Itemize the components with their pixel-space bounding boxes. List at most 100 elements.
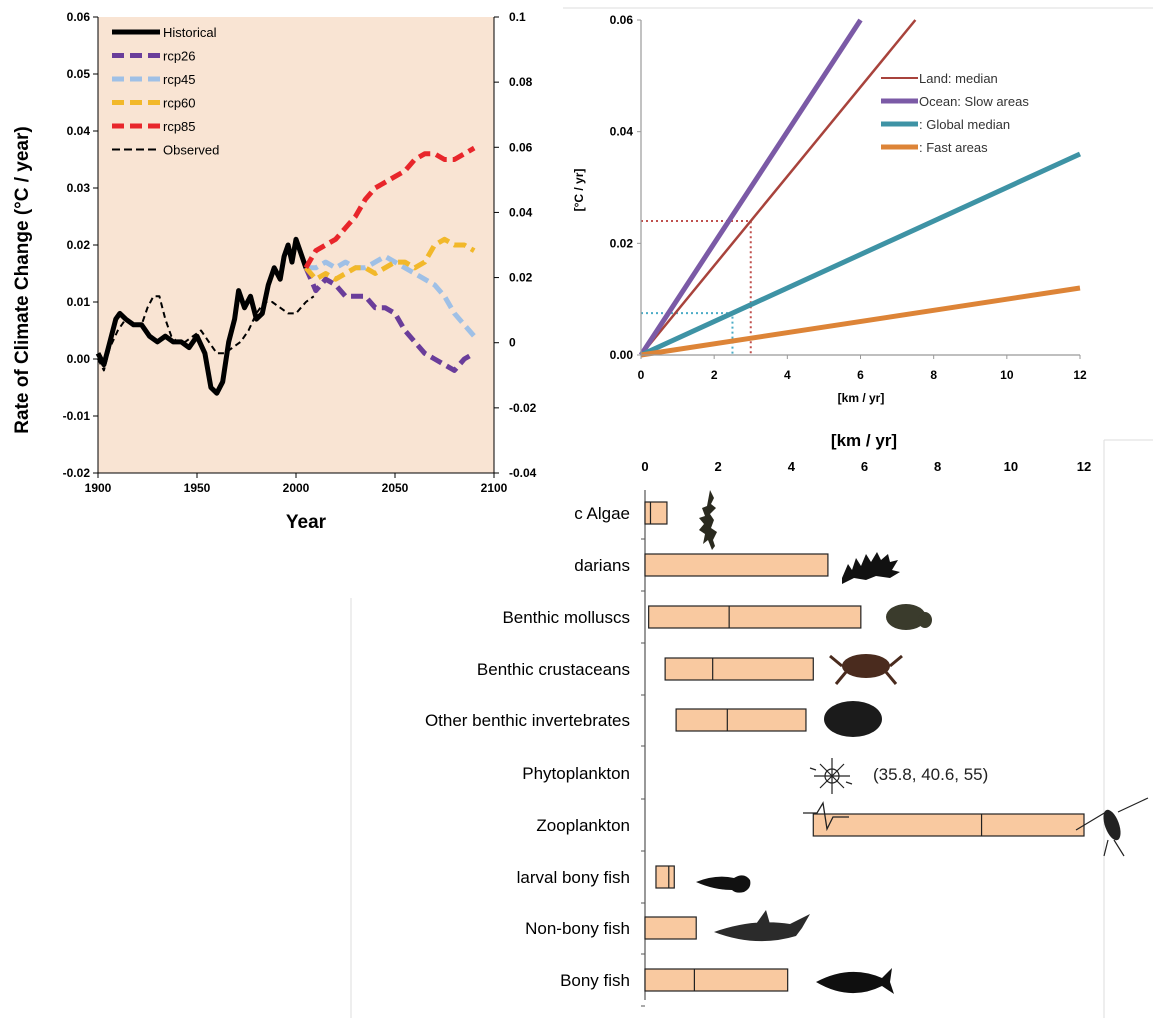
range-bar (644, 916, 697, 940)
category-label: c Algae (574, 504, 630, 523)
x-axis-label: [km / yr] (838, 391, 885, 405)
category-label: larval bony fish (517, 868, 630, 887)
range-bar (644, 553, 829, 577)
legend-label: : Global median (919, 117, 1010, 132)
y-axis-label: [°C / yr] (572, 169, 586, 212)
range-bar (644, 501, 668, 525)
copepod-icon (1075, 797, 1149, 857)
velocity-threshold-chart: 0.06 0.04 0.02 0.00 0 2 4 6 8 10 12 Land: median O… (563, 7, 1153, 405)
x-tick-label: 12 (1077, 459, 1091, 474)
category-label: Bony fish (560, 971, 630, 990)
taxa-range-chart: [km / yr] 0 2 4 6 8 10 12 c Algae darians Benthi… (350, 431, 1153, 1018)
x-tick-label: 2 (711, 368, 718, 382)
legend-label: rcp26 (163, 49, 196, 64)
y2-tick-label: 0.04 (509, 205, 533, 219)
y2-tick-label: 0.1 (509, 10, 526, 24)
series-line-rcp45 (305, 253, 477, 338)
category-label: Benthic crustaceans (477, 660, 630, 679)
tuna-icon (816, 968, 894, 994)
x-tick-label: 8 (930, 368, 937, 382)
series-line-rcp85 (303, 145, 476, 270)
y2-tick-label: 0 (509, 336, 516, 350)
x-tick-label: 2050 (382, 481, 409, 495)
range-bar (644, 968, 789, 992)
y-tick-label: -0.01 (63, 409, 91, 423)
x-axis-label: [km / yr] (831, 431, 897, 450)
y-tick-label: 0.04 (67, 124, 91, 138)
x-tick-label: 4 (788, 459, 796, 474)
legend-label: Land: median (919, 71, 998, 86)
y2-tick-label: 0.06 (509, 140, 533, 154)
category-label: Other benthic invertebrates (425, 711, 630, 730)
category-label: darians (574, 556, 630, 575)
y-tick-label: 0.00 (67, 352, 91, 366)
x-tick-label: 1950 (184, 481, 211, 495)
range-bar (812, 813, 1085, 837)
category-label: Non-bony fish (525, 919, 630, 938)
category-label: Zooplankton (536, 816, 630, 835)
x-tick-label: 8 (934, 459, 941, 474)
y-tick-label: 0.05 (67, 67, 91, 81)
legend-label: Observed (163, 143, 219, 158)
threshold-line (640, 19, 917, 356)
threshold-line (640, 285, 1081, 358)
x-axis-label: Year (286, 512, 327, 533)
legend-label: : Fast areas (919, 140, 988, 155)
x-tick-label: 12 (1073, 368, 1087, 382)
threshold-line (638, 18, 863, 357)
range-bar (675, 708, 807, 732)
x-tick-label: 0 (641, 459, 648, 474)
range-bar (655, 865, 675, 889)
x-tick-label: 10 (1000, 368, 1014, 382)
y2-tick-label: 0.08 (509, 75, 533, 89)
y-tick-label: -0.02 (63, 466, 91, 480)
series-line-rcp60 (304, 236, 476, 282)
x-tick-label: 1900 (85, 481, 112, 495)
category-label: Benthic molluscs (502, 608, 630, 627)
y-tick-label: 0.02 (610, 236, 634, 250)
y2-tick-label: -0.02 (509, 401, 537, 415)
phytoplankton-value-annotation: (35.8, 40.6, 55) (873, 765, 988, 784)
x-tick-label: 10 (1004, 459, 1018, 474)
x-tick-label: 6 (861, 459, 868, 474)
series-line-rcp26 (303, 266, 476, 373)
larval-fish-icon (696, 875, 751, 893)
y2-tick-label: 0.02 (509, 271, 533, 285)
y-axis-label: Rate of Climate Change (°C / year) (12, 126, 33, 433)
algae-icon (699, 490, 717, 550)
reference-dotted-line (641, 220, 752, 355)
x-tick-label: 2 (715, 459, 722, 474)
x-tick-label: 6 (857, 368, 864, 382)
y-tick-label: 0.06 (67, 10, 91, 24)
legend-label: rcp85 (163, 119, 196, 134)
shark-icon (714, 910, 810, 942)
sea-urchin-icon (824, 701, 882, 737)
range-bar (648, 605, 862, 629)
axis-break-icon (803, 801, 849, 832)
phytoplankton-icon (809, 758, 853, 794)
y-tick-label: 0.04 (610, 125, 634, 139)
rate-of-climate-change-chart: 0.06 0.05 0.04 0.03 0.02 0.01 0.00 -0.01 -0.02 0… (12, 10, 537, 533)
threshold-line (639, 151, 1082, 358)
crab-icon (829, 654, 903, 685)
y-tick-label: 0.03 (67, 181, 91, 195)
x-tick-label: 0 (638, 368, 645, 382)
x-tick-label: 4 (784, 368, 791, 382)
y2-tick-label: -0.04 (509, 466, 537, 480)
y-tick-label: 0.06 (610, 13, 634, 27)
legend-label: Historical (163, 25, 217, 40)
series-line-observed (97, 295, 315, 372)
range-bar (664, 657, 814, 681)
x-tick-label: 2100 (481, 481, 508, 495)
y-tick-label: 0.01 (67, 295, 91, 309)
mollusc-icon (886, 604, 932, 630)
category-label: Phytoplankton (522, 764, 630, 783)
y-tick-label: 0.02 (67, 238, 91, 252)
x-tick-label: 2000 (283, 481, 310, 495)
coral-icon (842, 552, 900, 584)
legend-label: Ocean: Slow areas (919, 94, 1029, 109)
y-tick-label: 0.00 (610, 348, 634, 362)
legend-label: rcp45 (163, 72, 196, 87)
legend-label: rcp60 (163, 96, 196, 111)
